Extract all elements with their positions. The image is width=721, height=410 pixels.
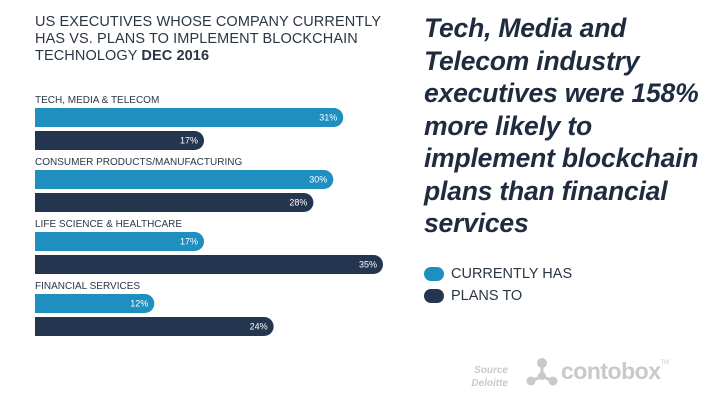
- bar-currently-has-life-science-healthcare: [35, 232, 205, 251]
- category-label-consumer-products-manufacturing: CONSUMER PRODUCTS/MANUFACTURING: [35, 157, 242, 168]
- category-label-life-science-healthcare: LIFE SCIENCE & HEALTHCARE: [35, 219, 182, 230]
- bar-plans-to-financial-services: [35, 317, 274, 336]
- legend-swatch-plans-to: [424, 289, 444, 303]
- headline: Tech, Media and Telecom industry executi…: [424, 13, 699, 238]
- bar-chart: TECH, MEDIA & TELECOM 31% 17% CONSUMER PROD…: [35, 95, 383, 336]
- bar-value-label-currently-has-life-science-healthcare: 17%: [180, 237, 198, 247]
- brand-logo: contobox TM: [526, 356, 669, 386]
- legend-label-plans-to: PLANS TO: [451, 288, 523, 304]
- bar-value-label-plans-to-consumer-products-manufacturing: 28%: [289, 198, 307, 208]
- bar-value-label-plans-to-financial-services: 24%: [250, 322, 268, 332]
- chart-title: US EXECUTIVES WHOSE COMPANY CURRENTLY HA…: [35, 14, 395, 65]
- legend-item-currently-has: CURRENTLY HAS: [424, 263, 572, 285]
- bar-plans-to-consumer-products-manufacturing: [35, 193, 314, 212]
- legend-item-plans-to: PLANS TO: [424, 285, 572, 307]
- source-label: Source: [474, 365, 508, 376]
- category-label-tech-media-telecom: TECH, MEDIA & TELECOM: [35, 95, 159, 106]
- source-credit: Source Deloitte: [470, 364, 508, 390]
- bar-currently-has-tech-media-telecom: [35, 108, 344, 127]
- chart-title-text: US EXECUTIVES WHOSE COMPANY CURRENTLY HA…: [35, 14, 381, 64]
- bar-value-label-currently-has-consumer-products-manufacturing: 30%: [309, 175, 327, 185]
- molecule-icon: [526, 358, 558, 386]
- brand-trademark: TM: [660, 360, 670, 366]
- brand-name: contobox: [561, 357, 661, 384]
- bar-value-label-plans-to-tech-media-telecom: 17%: [180, 136, 198, 146]
- bar-value-label-plans-to-life-science-healthcare: 35%: [359, 260, 377, 270]
- bar-value-label-currently-has-financial-services: 12%: [130, 299, 148, 309]
- source-name: Deloitte: [471, 378, 508, 389]
- chart-title-date: DEC 2016: [141, 48, 210, 64]
- bar-value-label-currently-has-tech-media-telecom: 31%: [319, 113, 337, 123]
- bar-currently-has-financial-services: [35, 294, 155, 313]
- bar-plans-to-tech-media-telecom: [35, 131, 205, 150]
- bar-currently-has-consumer-products-manufacturing: [35, 170, 334, 189]
- legend-label-currently-has: CURRENTLY HAS: [451, 266, 573, 282]
- legend: CURRENTLY HAS PLANS TO: [424, 263, 572, 307]
- category-label-financial-services: FINANCIAL SERVICES: [35, 281, 140, 292]
- bar-plans-to-life-science-healthcare: [35, 255, 383, 274]
- legend-swatch-currently-has: [424, 267, 444, 281]
